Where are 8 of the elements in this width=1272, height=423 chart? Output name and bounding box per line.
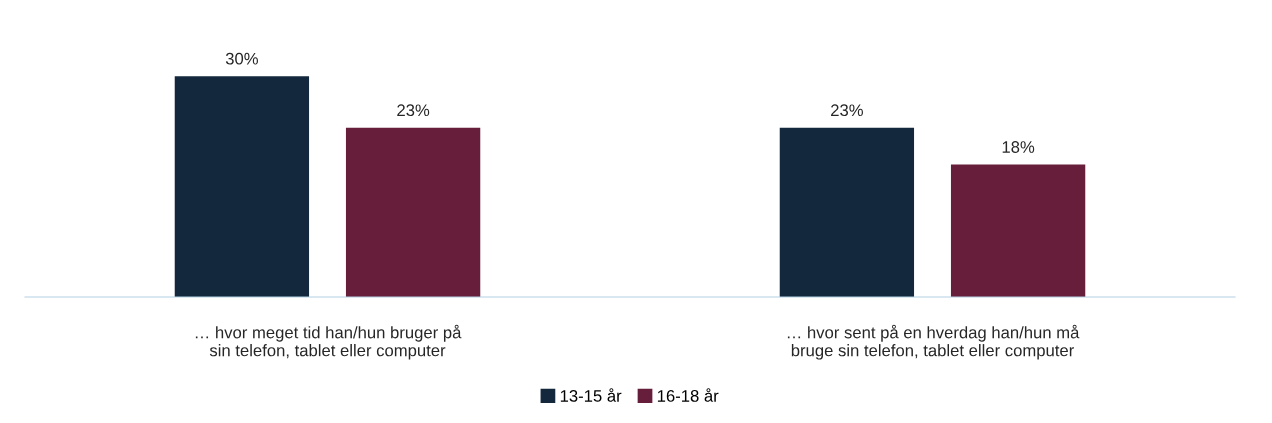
x-tick-label: … hvor meget tid han/hun bruger på sin telefon, tablet eller computer xyxy=(195,324,462,360)
data-label: 30% xyxy=(225,52,258,65)
legend-label: 16-18 år xyxy=(657,388,719,402)
x-tick-label: … hvor sent på en hverdag han/hun må bruge sin telefon, tablet eller computer xyxy=(787,324,1080,360)
data-label: 23% xyxy=(397,104,430,117)
legend-label: 13-15 år xyxy=(560,388,622,402)
data-label: 23% xyxy=(831,104,863,117)
data-label: 18% xyxy=(1002,141,1035,153)
